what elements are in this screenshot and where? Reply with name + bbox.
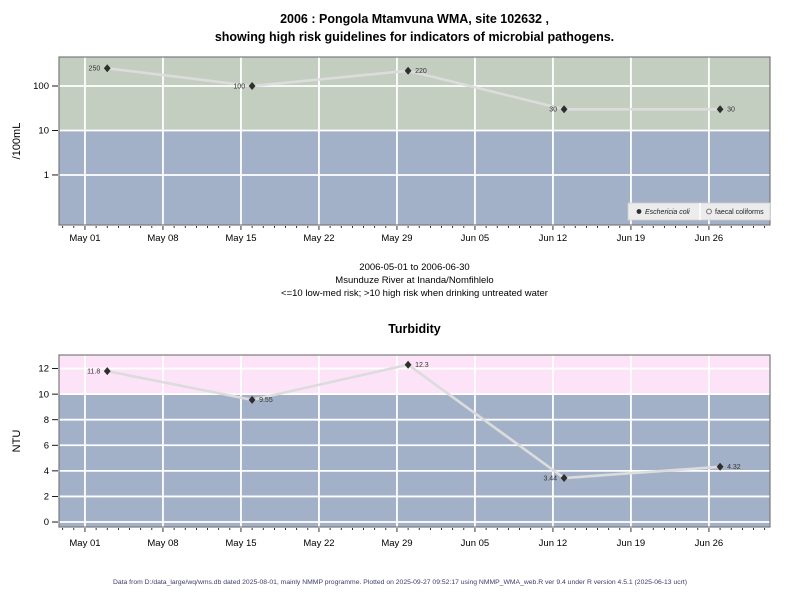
- y-tick-label: 1: [44, 170, 49, 181]
- plot-border: [58, 354, 771, 528]
- legend: Eschericia coli faecal coliforms: [627, 202, 771, 221]
- x-tick-label: Jun 05: [461, 538, 490, 549]
- x-tick-label: May 01: [69, 538, 100, 549]
- x-tick-label: May 29: [381, 538, 412, 549]
- y-tick-label: 100: [33, 81, 49, 92]
- figure-subtitle: 2006-05-01 to 2006-06-30 Msunduze River …: [59, 261, 770, 300]
- y-tick-label: 2: [44, 492, 49, 503]
- data-point-label: 3.44: [543, 475, 557, 482]
- high-risk-zone: [59, 355, 770, 395]
- y-tick-label: 8: [44, 415, 49, 426]
- y-tick-label: 6: [44, 440, 49, 451]
- x-tick-label: Jun 19: [617, 233, 646, 244]
- x-tick-label: May 08: [147, 233, 178, 244]
- data-point-marker: [248, 82, 256, 91]
- x-tick-label: Jun 12: [539, 233, 568, 244]
- legend-marker-filled: [636, 209, 642, 214]
- microbial-chart: 1 10 100 May 01 May 08 May 15 May 22 May 29 Jun …: [11, 56, 771, 244]
- turbidity-chart: 0 2 4 6 8 10 12 May 01 May 08 May 15 May 22 May 29 J…: [11, 354, 771, 549]
- y-tick-label: 10: [38, 126, 49, 137]
- x-tick-label: Jun 05: [461, 233, 490, 244]
- legend-label-ecoli: Eschericia coli: [645, 209, 690, 216]
- x-tick-label: Jun 26: [695, 233, 724, 244]
- x-tick-label: May 22: [303, 538, 334, 549]
- data-point-marker: [560, 474, 568, 483]
- high-risk-zone: [59, 57, 770, 131]
- data-point-label: 30: [727, 107, 735, 114]
- data-point-marker: [103, 64, 111, 73]
- y-axis-label: NTU: [11, 430, 23, 453]
- x-tick-label: May 29: [381, 233, 412, 244]
- x-tick-label: Jun 12: [539, 538, 568, 549]
- x-tick-label: May 08: [147, 538, 178, 549]
- data-point-label: 100: [233, 83, 245, 90]
- data-point-marker: [716, 105, 724, 114]
- figure-footer-caption: Data from D:/data_large/wq/wms.db dated …: [112, 579, 688, 586]
- figure-title-line1: 2006 : Pongola Mtamvuna WMA, site 102632…: [280, 12, 549, 26]
- subtitle-risk-note: <=10 low-med risk; >10 high risk when dr…: [281, 288, 548, 299]
- data-point-label: 11.8: [87, 368, 100, 375]
- figure-title-line2: showing high risk guidelines for indicat…: [214, 30, 615, 44]
- legend-label-faecal-coliforms: faecal coliforms: [715, 209, 764, 216]
- x-tick-label: Jun 26: [695, 538, 724, 549]
- data-point-label: 220: [415, 68, 427, 75]
- x-tick-label: May 01: [69, 233, 100, 244]
- data-point-marker: [248, 395, 256, 404]
- x-tick-label: May 15: [225, 233, 256, 244]
- x-tick-label: May 22: [303, 233, 334, 244]
- y-tick-label: 12: [38, 364, 49, 375]
- plot-border: [58, 56, 771, 226]
- y-tick-label: 10: [38, 389, 49, 400]
- data-point-label: 9.55: [259, 397, 273, 404]
- data-point-marker: [404, 360, 412, 369]
- y-tick-label: 4: [44, 466, 49, 477]
- subtitle-date-range: 2006-05-01 to 2006-06-30: [359, 262, 470, 273]
- data-point-marker: [103, 367, 111, 376]
- data-point-label: 12.3: [415, 362, 429, 369]
- x-tick-label: Jun 19: [617, 538, 646, 549]
- data-point-marker: [404, 66, 412, 75]
- turbidity-chart-title: Turbidity: [388, 322, 441, 336]
- low-risk-zone: [59, 394, 770, 527]
- y-axis-label: /100mL: [11, 123, 23, 160]
- data-point-label: 4.32: [727, 464, 741, 471]
- figure-title: 2006 : Pongola Mtamvuna WMA, site 102632…: [59, 10, 770, 46]
- legend-box: [627, 202, 771, 221]
- data-point-label: 30: [549, 107, 557, 114]
- y-tick-label: 0: [44, 517, 49, 528]
- legend-marker-open-circle: [706, 208, 712, 215]
- subtitle-site-name: Msunduze River at Inanda/Nomfihlelo: [335, 275, 494, 286]
- x-tick-label: May 15: [225, 538, 256, 549]
- data-point-marker: [716, 462, 724, 471]
- data-point-label: 250: [89, 66, 101, 73]
- data-point-marker: [560, 105, 568, 114]
